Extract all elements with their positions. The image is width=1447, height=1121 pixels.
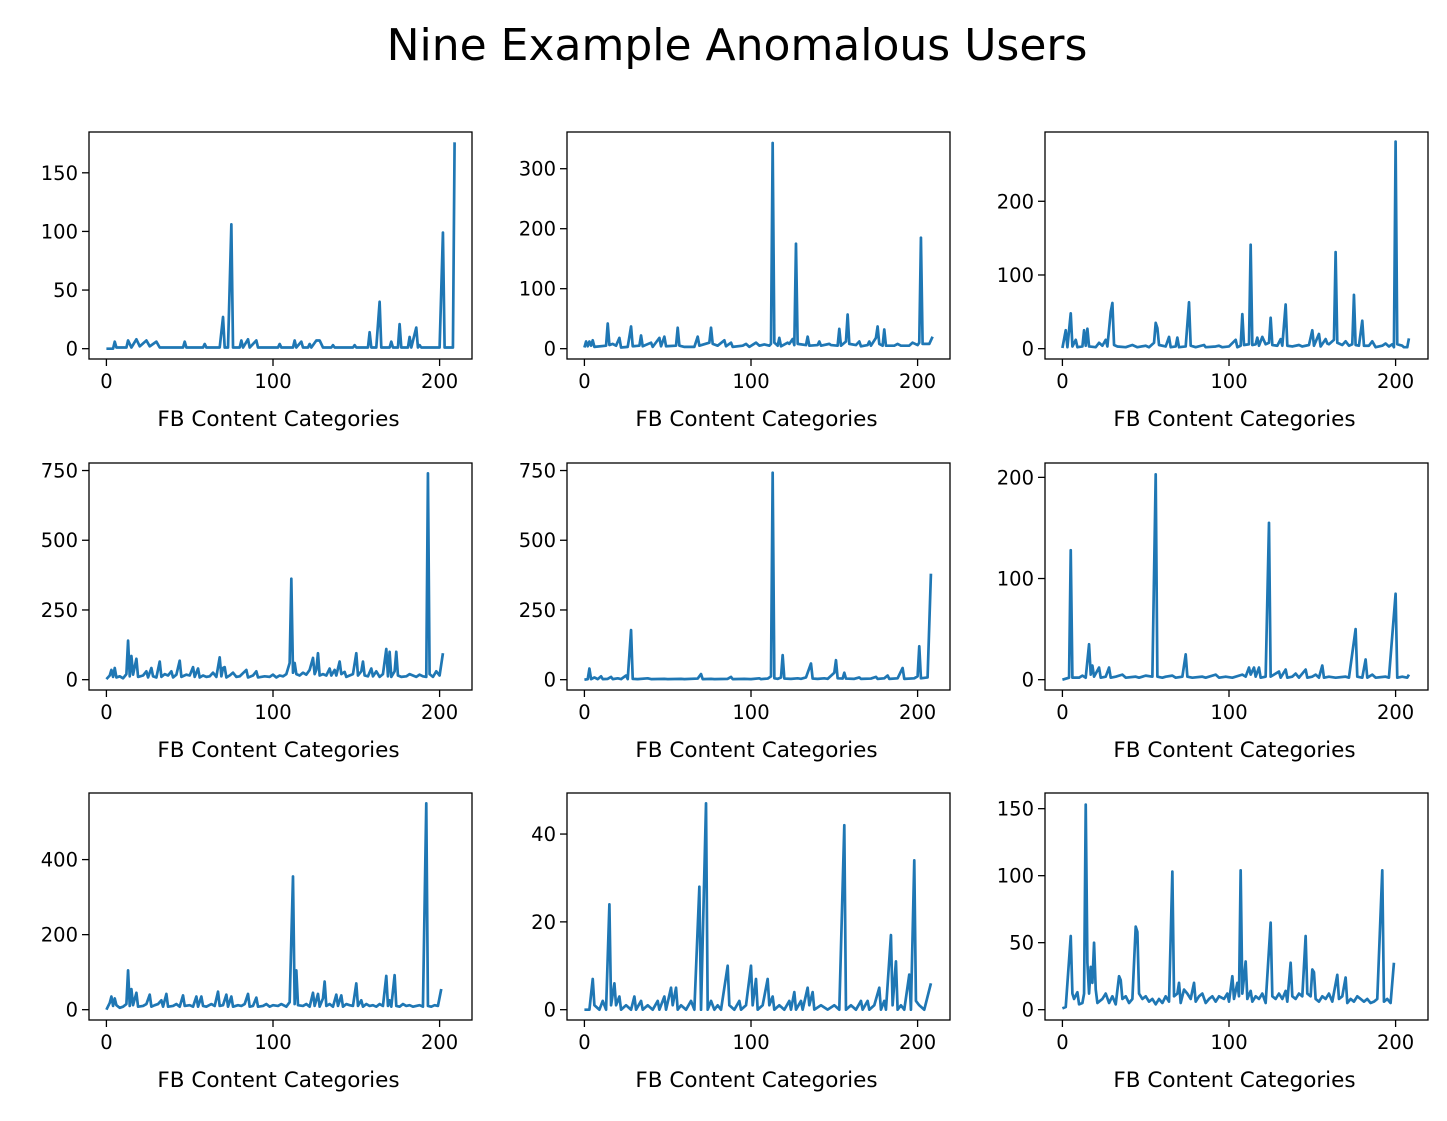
x-tick-label: 100 bbox=[254, 1031, 291, 1054]
x-tick-label: 0 bbox=[1056, 370, 1068, 393]
x-tick-label: 100 bbox=[732, 370, 769, 393]
axes-frame bbox=[566, 462, 951, 691]
x-tick-label: 200 bbox=[1377, 701, 1414, 724]
x-tick-label: 100 bbox=[254, 701, 291, 724]
x-tick-label: 0 bbox=[1056, 1031, 1068, 1054]
y-tick-label: 500 bbox=[519, 529, 556, 552]
series-line bbox=[105, 471, 445, 681]
y-tick-label: 0 bbox=[66, 338, 78, 361]
x-axis-label: FB Content Categories bbox=[157, 1068, 399, 1093]
x-tick-label: 100 bbox=[1210, 370, 1247, 393]
series-line bbox=[583, 141, 934, 349]
y-tick-label: 0 bbox=[66, 999, 78, 1022]
x-tick-label: 200 bbox=[421, 1031, 458, 1054]
x-tick-label: 100 bbox=[732, 701, 769, 724]
x-axis-label: FB Content Categories bbox=[635, 407, 877, 432]
axes-frame bbox=[1044, 462, 1429, 691]
axes-frame bbox=[566, 792, 951, 1021]
y-tick-label: 100 bbox=[519, 278, 556, 301]
subplot-9: 0 100 200 0 50 100 150 FB Content Categories bbox=[997, 792, 1429, 1093]
x-tick-label: 0 bbox=[578, 701, 590, 724]
x-axis-label: FB Content Categories bbox=[157, 407, 399, 432]
y-tick-label: 50 bbox=[1009, 932, 1034, 955]
x-tick-label: 200 bbox=[1377, 370, 1414, 393]
x-tick-label: 0 bbox=[578, 370, 590, 393]
x-tick-label: 200 bbox=[421, 370, 458, 393]
y-tick-label: 300 bbox=[519, 158, 556, 181]
series-line bbox=[105, 801, 443, 1011]
y-tick-label: 100 bbox=[997, 568, 1034, 591]
x-tick-label: 100 bbox=[732, 1031, 769, 1054]
y-tick-label: 200 bbox=[997, 190, 1034, 213]
axes-frame bbox=[88, 792, 473, 1021]
x-tick-label: 100 bbox=[254, 370, 291, 393]
axes-frame bbox=[88, 462, 473, 691]
x-tick-label: 0 bbox=[100, 1031, 112, 1054]
x-axis-label: FB Content Categories bbox=[157, 738, 399, 763]
x-axis-label: FB Content Categories bbox=[1113, 738, 1355, 763]
x-tick-label: 200 bbox=[899, 701, 936, 724]
x-tick-label: 200 bbox=[899, 1031, 936, 1054]
x-tick-label: 0 bbox=[578, 1031, 590, 1054]
y-tick-label: 20 bbox=[531, 911, 556, 934]
subplot-4: 0 100 200 0 250 500 750 FB Content Categories bbox=[41, 460, 473, 763]
y-tick-label: 0 bbox=[544, 669, 556, 692]
y-tick-label: 100 bbox=[997, 865, 1034, 888]
axes-frame bbox=[1044, 792, 1429, 1021]
y-tick-label: 250 bbox=[41, 599, 78, 622]
series-line bbox=[584, 801, 933, 1012]
x-axis-label: FB Content Categories bbox=[635, 738, 877, 763]
y-tick-label: 200 bbox=[41, 924, 78, 947]
figure-title: Nine Example Anomalous Users bbox=[387, 20, 1088, 71]
y-tick-label: 500 bbox=[41, 529, 78, 552]
subplot-6: 0 100 200 0 100 200 FB Content Categories bbox=[997, 462, 1429, 763]
series-line bbox=[1061, 140, 1411, 349]
y-tick-label: 250 bbox=[519, 599, 556, 622]
axes-frame bbox=[1044, 131, 1429, 360]
y-tick-label: 400 bbox=[41, 849, 78, 872]
x-tick-label: 200 bbox=[899, 370, 936, 393]
x-axis-label: FB Content Categories bbox=[635, 1068, 877, 1093]
subplot-1: 0 100 200 0 50 100 150 FB Content Categories bbox=[41, 131, 473, 432]
y-tick-label: 0 bbox=[1022, 338, 1034, 361]
series-line bbox=[1062, 472, 1411, 681]
series-line bbox=[584, 471, 933, 682]
x-tick-label: 200 bbox=[1377, 1031, 1414, 1054]
y-tick-label: 0 bbox=[544, 338, 556, 361]
y-tick-label: 200 bbox=[997, 466, 1034, 489]
x-axis-label: FB Content Categories bbox=[1113, 1068, 1355, 1093]
y-tick-label: 200 bbox=[519, 218, 556, 241]
x-tick-label: 0 bbox=[100, 370, 112, 393]
y-tick-label: 150 bbox=[41, 162, 78, 185]
x-tick-label: 0 bbox=[1056, 701, 1068, 724]
y-tick-label: 0 bbox=[1022, 999, 1034, 1022]
series-line bbox=[1061, 803, 1396, 1010]
x-tick-label: 100 bbox=[1210, 701, 1247, 724]
y-tick-label: 750 bbox=[41, 460, 78, 483]
series-line bbox=[106, 142, 456, 351]
y-tick-label: 150 bbox=[997, 798, 1034, 821]
y-tick-label: 750 bbox=[519, 460, 556, 483]
y-tick-label: 0 bbox=[66, 669, 78, 692]
y-tick-label: 40 bbox=[531, 823, 556, 846]
y-tick-label: 0 bbox=[1022, 669, 1034, 692]
y-tick-label: 100 bbox=[997, 264, 1034, 287]
axes-frame bbox=[566, 131, 951, 360]
subplot-8: 0 100 200 0 20 40 FB Content Categories bbox=[531, 792, 951, 1093]
axes-frame bbox=[88, 131, 473, 360]
subplot-7: 0 100 200 0 200 400 FB Content Categories bbox=[41, 792, 473, 1093]
x-tick-label: 200 bbox=[421, 701, 458, 724]
subplot-5: 0 100 200 0 250 500 750 FB Content Categories bbox=[519, 460, 951, 763]
x-tick-label: 100 bbox=[1210, 1031, 1247, 1054]
x-tick-label: 0 bbox=[100, 701, 112, 724]
y-tick-label: 0 bbox=[544, 999, 556, 1022]
subplot-3: 0 100 200 0 100 200 FB Content Categories bbox=[997, 131, 1429, 432]
y-tick-label: 100 bbox=[41, 220, 78, 243]
y-tick-label: 50 bbox=[53, 279, 78, 302]
x-axis-label: FB Content Categories bbox=[1113, 407, 1355, 432]
subplot-2: 0 100 200 0 100 200 300 FB Content Categories bbox=[519, 131, 951, 432]
